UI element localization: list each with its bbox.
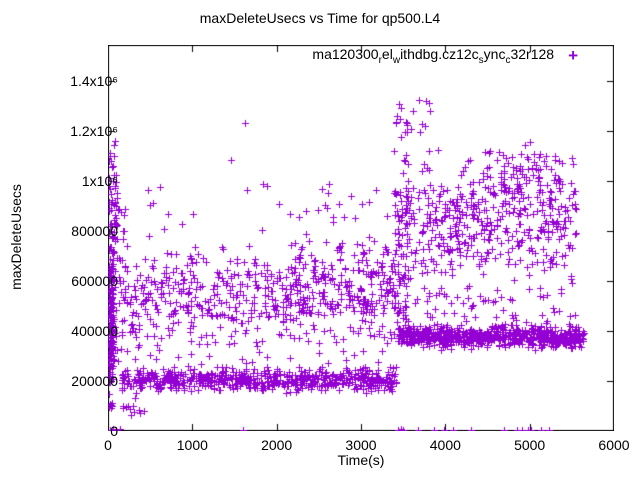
x-tick-label: 1000 [176,437,208,453]
legend-label-subscript: r [378,55,382,66]
legend-label-segment: ithdbg.cz12c [400,46,479,62]
y-tick-label: 1.4x10⁶ [70,73,118,89]
plot-area [108,45,614,431]
legend-marker-plus-icon: + [568,46,578,65]
chart-title: maxDeleteUsecs vs Time for qp500.L4 [199,10,441,26]
x-tick-label: 6000 [598,437,630,453]
y-tick-label: 800000 [71,223,118,239]
y-axis-label: maxDeleteUsecs [8,184,24,290]
y-tick-label: 0 [110,423,118,439]
x-tick-label: 0 [104,437,112,453]
x-tick-label: 5000 [514,437,546,453]
legend-label-segment: 32r128 [510,46,555,62]
legend-label-segment: ync [483,46,506,62]
x-tick-label: 4000 [429,437,461,453]
x-axis-label: Time(s) [337,452,385,468]
legend-label: ma120300relwithdbg.cz12csyncc32r128 [312,46,554,66]
x-tick-label: 3000 [345,437,377,453]
legend: ma120300relwithdbg.cz12csyncc32r128 + [0,46,578,66]
y-tick-label: 200000 [71,373,118,389]
legend-label-segment: el [381,46,393,62]
scatter-canvas [108,45,614,431]
x-tick-label: 2000 [261,437,293,453]
y-tick-label: 1.2x10⁶ [70,123,118,139]
y-tick-label: 600000 [71,273,118,289]
legend-label-subscript: s [478,55,484,66]
y-tick-label: 1x10⁶ [81,173,118,189]
y-tick-label: 400000 [71,323,118,339]
legend-label-segment: ma120300 [312,46,379,62]
legend-label-subscript: c [505,55,511,66]
legend-label-subscript: w [392,55,401,66]
